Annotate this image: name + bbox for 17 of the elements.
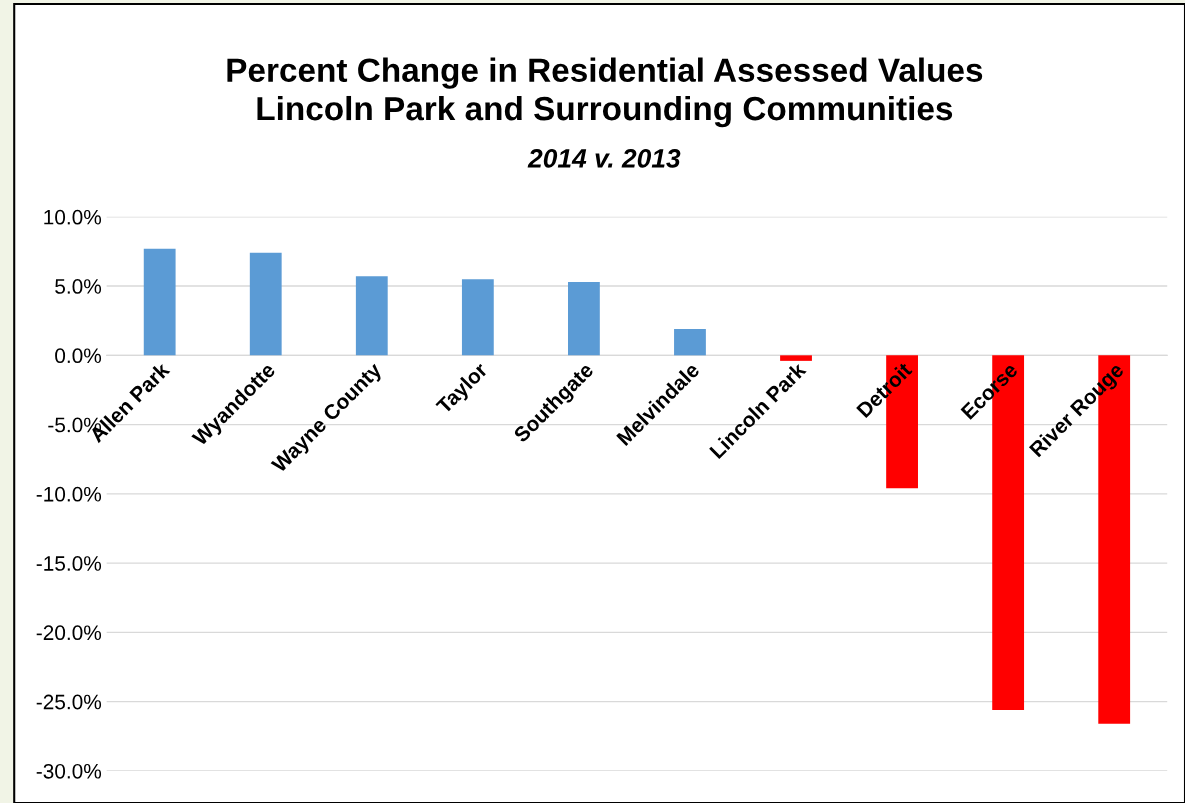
bar (249, 252, 282, 356)
y-tick-label: -30.0% (36, 763, 102, 779)
y-tick-label: -20.0% (36, 625, 102, 641)
bar (780, 355, 812, 361)
y-tick-label: 10.0% (44, 209, 102, 225)
y-tick-label: 5.0% (55, 279, 102, 294)
chart-title: Percent Change in Residential Assessed Values Lincoln Park and Surrounding Communities (227, 57, 983, 128)
bar (568, 281, 600, 356)
y-tick-label: 0.0% (55, 348, 102, 364)
bar (143, 248, 176, 356)
y-tick-label: -15.0% (36, 556, 102, 571)
y-tick-label: -10.0% (36, 486, 102, 502)
y-tick-label: -25.0% (36, 694, 102, 710)
bar (674, 329, 706, 356)
bar (355, 276, 388, 356)
chart-subtitle: 2014 v. 2013 (527, 149, 681, 168)
bar (461, 279, 494, 356)
